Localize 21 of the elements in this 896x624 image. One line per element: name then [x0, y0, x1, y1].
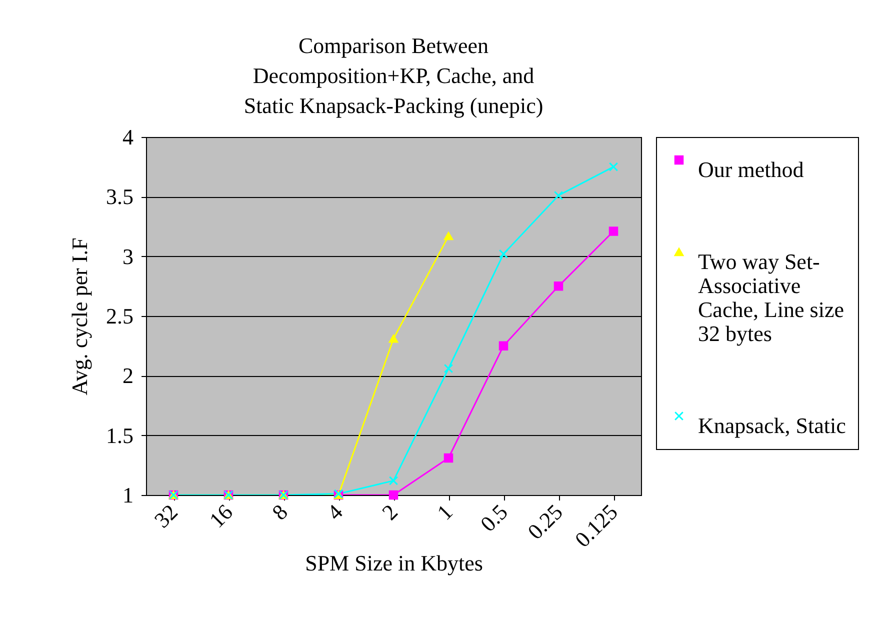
y-tick-label: 3: [122, 244, 134, 269]
x-tick-label: 4: [322, 499, 348, 525]
legend-label: Our method: [698, 157, 804, 182]
x-tick-label: 0.5: [475, 499, 512, 536]
x-tick-label: 2: [377, 499, 402, 525]
y-tick-label: 3.5: [106, 184, 134, 210]
x-tick-label: 32: [149, 499, 182, 533]
legend-label: Two way Set-Associative Cache, Line size 32 bytes: [698, 249, 844, 346]
y-tick-label: 4: [122, 124, 134, 150]
x-tick-label: 8: [267, 499, 292, 525]
y-tick-label: 2: [122, 363, 134, 388]
chart-title: Comparison Between Decomposition+KP, Cache, and Static Knapsack-Packing (unepic): [244, 33, 544, 118]
y-axis-title: Avg. cycle per I.F: [67, 238, 92, 396]
y-tick-label: 1: [122, 482, 134, 508]
y-tick-label: 2.5: [106, 304, 134, 328]
y-tick-label: 1.5: [106, 422, 134, 448]
legend-label: Knapsack, Static: [698, 413, 846, 438]
x-axis-title: SPM Size in Kbytes: [305, 550, 483, 576]
x-tick-label: 1: [432, 499, 458, 525]
x-tick-label: 0.25: [522, 499, 568, 544]
x-tick-label: 16: [204, 499, 238, 533]
